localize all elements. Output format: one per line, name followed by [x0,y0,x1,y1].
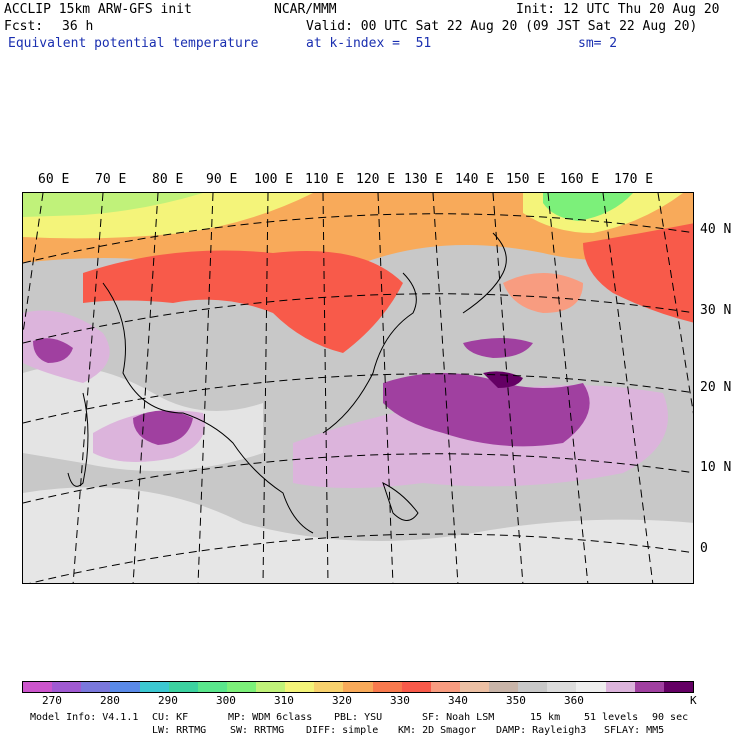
colorbar-tick-label: 310 [274,693,294,708]
colorbar-swatch [52,682,81,692]
footer-km: KM: 2D Smagor [398,725,476,737]
colorbar-tick-label: 330 [390,693,410,708]
model-title: ACCLIP 15km ARW-GFS init [4,2,192,17]
colorbar-tick-label: 280 [100,693,120,708]
footer-sw: SW: RRTMG [230,725,284,737]
footer-resolution: 15 km [530,712,560,724]
colorbar-swatch [227,682,256,692]
footer-mp: MP: WDM 6class [228,712,312,724]
colorbar-swatch [664,682,693,692]
footer-cu: CU: KF [152,712,188,724]
longitude-label: 120 E [356,172,395,187]
forecast-hour: 36 h [62,19,93,34]
colorbar-swatch [285,682,314,692]
level-info: at k-index = 51 [306,36,431,51]
colorbar [22,681,694,693]
colorbar-swatch [110,682,139,692]
colorbar-swatch [256,682,285,692]
latitude-label: 20 N [700,380,731,395]
colorbar-tick-label: 320 [332,693,352,708]
footer-lw: LW: RRTMG [152,725,206,737]
colorbar-swatch [23,682,52,692]
colorbar-swatch [576,682,605,692]
longitude-label: 110 E [305,172,344,187]
colorbar-swatch [547,682,576,692]
longitude-label: 60 E [38,172,69,187]
field-name: Equivalent potential temperature [8,36,258,51]
init-time: Init: 12 UTC Thu 20 Aug 20 [516,2,720,17]
longitude-label: 80 E [152,172,183,187]
colorbar-swatch [402,682,431,692]
colorbar-unit: K [690,693,697,708]
longitude-label: 90 E [206,172,237,187]
colorbar-swatch [373,682,402,692]
theta-e-map [23,193,694,584]
colorbar-swatch [343,682,372,692]
footer-sflay: SFLAY: MM5 [604,725,664,737]
colorbar-tick-label: 300 [216,693,236,708]
footer-diff: DIFF: simple [306,725,378,737]
colorbar-swatch [431,682,460,692]
colorbar-tick-label: 340 [448,693,468,708]
colorbar-swatch [606,682,635,692]
latitude-label: 40 N [700,222,731,237]
colorbar-tick-label: 290 [158,693,178,708]
map-panel [22,192,694,584]
latitude-label: 0 [700,541,708,556]
latitude-label: 30 N [700,303,731,318]
colorbar-swatch [81,682,110,692]
footer-model-info: Model Info: V4.1.1 [30,712,138,724]
longitude-label: 150 E [506,172,545,187]
colorbar-tick-label: 360 [564,693,584,708]
footer-levels: 51 levels [584,712,638,724]
longitude-label: 170 E [614,172,653,187]
colorbar-swatch [169,682,198,692]
latitude-label: 10 N [700,460,731,475]
colorbar-tick-label: 270 [42,693,62,708]
footer-sf: SF: Noah LSM [422,712,494,724]
footer-timestep: 90 sec [652,712,688,724]
longitude-label: 70 E [95,172,126,187]
colorbar-swatch [140,682,169,692]
colorbar-swatch [635,682,664,692]
colorbar-swatch [198,682,227,692]
smoothing-info: sm= 2 [578,36,617,51]
colorbar-swatch [314,682,343,692]
colorbar-swatch [489,682,518,692]
longitude-label: 140 E [455,172,494,187]
valid-time: Valid: 00 UTC Sat 22 Aug 20 (09 JST Sat … [306,19,697,34]
longitude-label: 100 E [254,172,293,187]
footer-damp: DAMP: Rayleigh3 [496,725,586,737]
colorbar-swatch [460,682,489,692]
colorbar-tick-label: 350 [506,693,526,708]
center-label: NCAR/MMM [274,2,337,17]
colorbar-swatch [518,682,547,692]
forecast-label: Fcst: [4,19,43,34]
longitude-label: 160 E [560,172,599,187]
footer-pbl: PBL: YSU [334,712,382,724]
longitude-label: 130 E [404,172,443,187]
